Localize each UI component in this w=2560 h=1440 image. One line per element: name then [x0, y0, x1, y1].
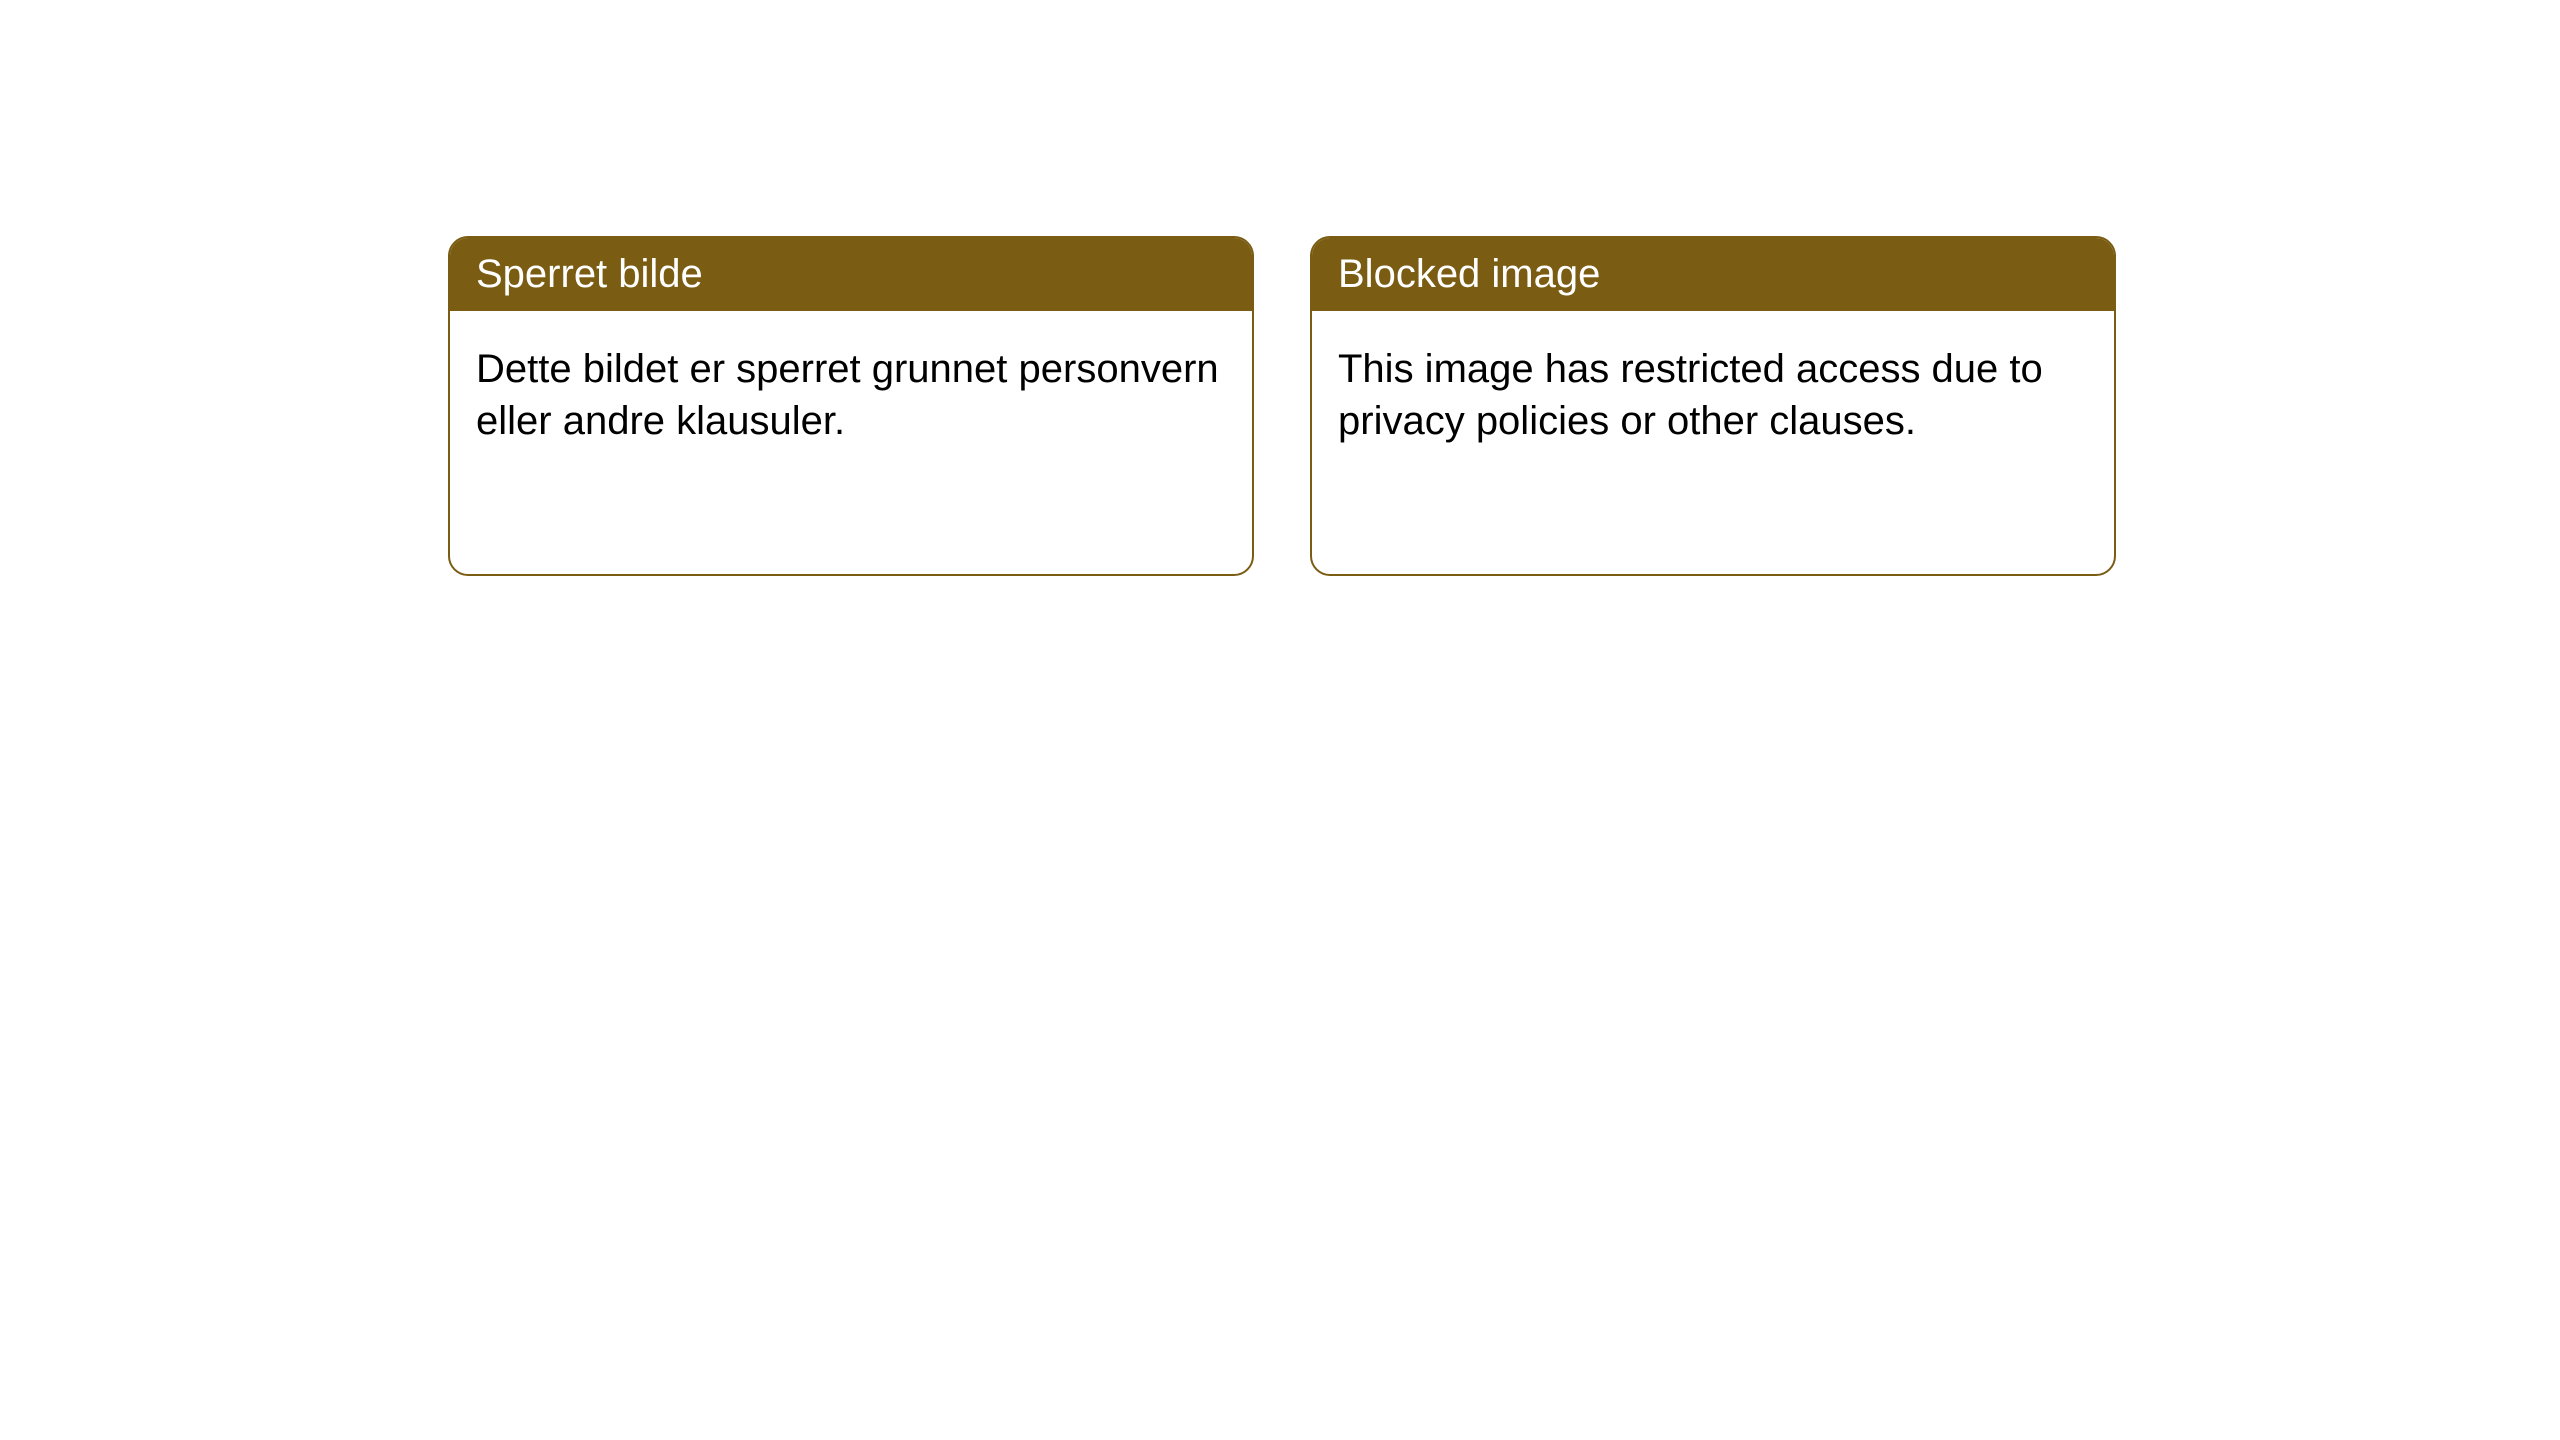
- notice-card-norwegian: Sperret bilde Dette bildet er sperret gr…: [448, 236, 1254, 576]
- notice-container: Sperret bilde Dette bildet er sperret gr…: [0, 0, 2560, 576]
- notice-card-english: Blocked image This image has restricted …: [1310, 236, 2116, 576]
- notice-body: Dette bildet er sperret grunnet personve…: [450, 311, 1252, 479]
- notice-title: Blocked image: [1312, 238, 2114, 311]
- notice-body: This image has restricted access due to …: [1312, 311, 2114, 479]
- notice-title: Sperret bilde: [450, 238, 1252, 311]
